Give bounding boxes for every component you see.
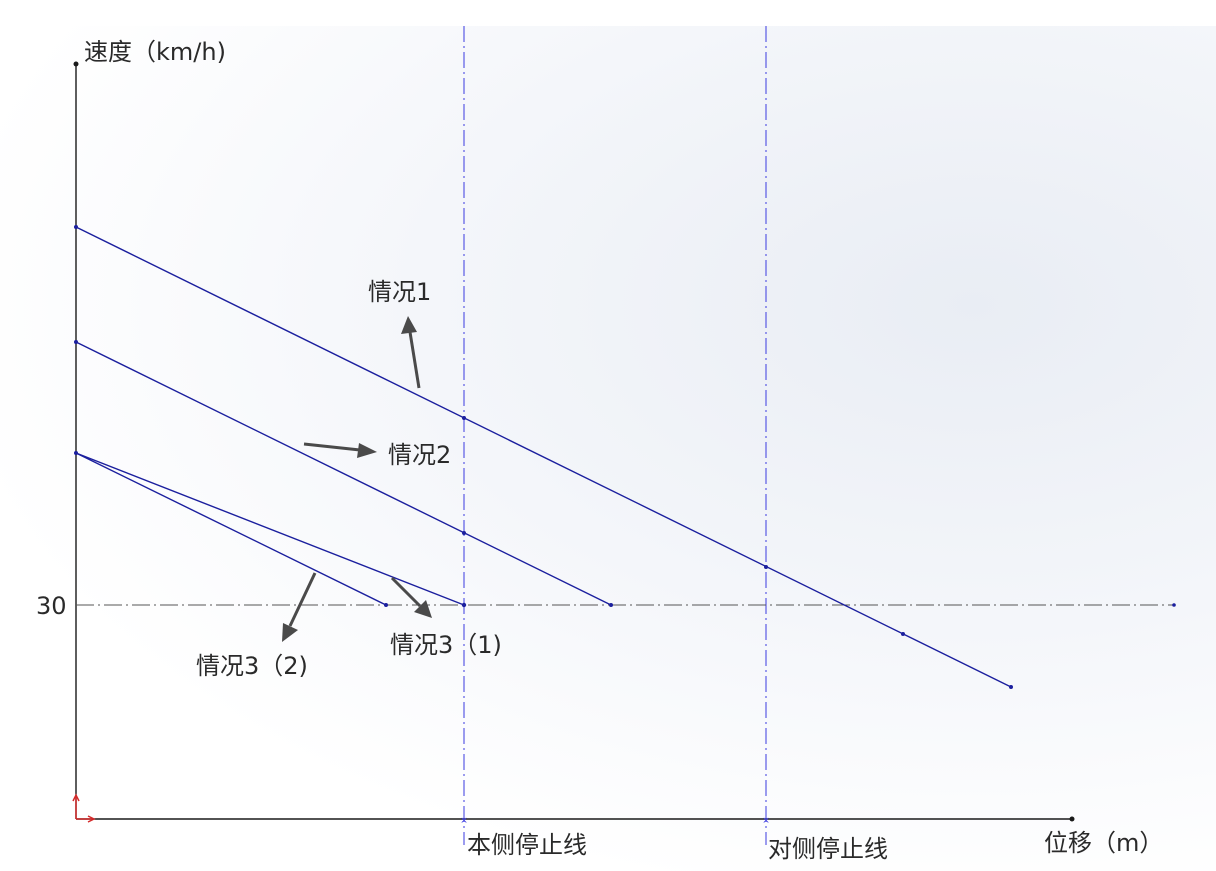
near-stop-line-tick: × xyxy=(460,816,468,826)
case3-1-arrow xyxy=(390,576,432,618)
case3-2-arrow xyxy=(282,572,317,642)
case1-label: 情况1 xyxy=(368,278,432,306)
y-axis-label: 速度（km/h) xyxy=(84,38,226,66)
case2-label: 情况2 xyxy=(388,441,452,469)
case2-near-stop-point xyxy=(462,531,466,535)
case3-1-line xyxy=(75,452,465,606)
y-tick-30: 30 xyxy=(36,592,67,620)
case1-far-stop-point xyxy=(764,565,768,569)
case2-end-point xyxy=(609,603,613,607)
case2-arrow xyxy=(303,442,377,458)
case3-2-label: 情况3（2) xyxy=(196,652,308,680)
case1-start-point xyxy=(74,225,78,229)
case3-1-end-point xyxy=(461,602,467,608)
reference-line-end-point xyxy=(1172,603,1176,607)
case1-arrow xyxy=(401,316,421,389)
case1-line xyxy=(75,226,1012,688)
far-stop-line-label: 对侧停止线 xyxy=(768,835,888,863)
case1-mid-point xyxy=(901,632,905,636)
origin-marker xyxy=(72,793,96,823)
case1-end-point xyxy=(1009,685,1013,689)
x-axis-label: 位移（m） xyxy=(1044,829,1164,857)
case3-start-point xyxy=(74,451,78,455)
case3-2-end-point xyxy=(384,603,388,607)
case1-near-stop-point xyxy=(462,416,466,420)
y-axis-end-point xyxy=(73,61,79,67)
case3-1-label: 情况3（1) xyxy=(390,631,502,659)
case2-line xyxy=(75,341,612,606)
case2-start-point xyxy=(74,340,78,344)
case3-2-line xyxy=(75,452,387,606)
top-band xyxy=(0,0,1216,26)
near-stop-line-label: 本侧停止线 xyxy=(467,831,587,859)
x-axis-end-point xyxy=(1069,816,1075,822)
far-stop-line-tick: × xyxy=(762,816,770,826)
